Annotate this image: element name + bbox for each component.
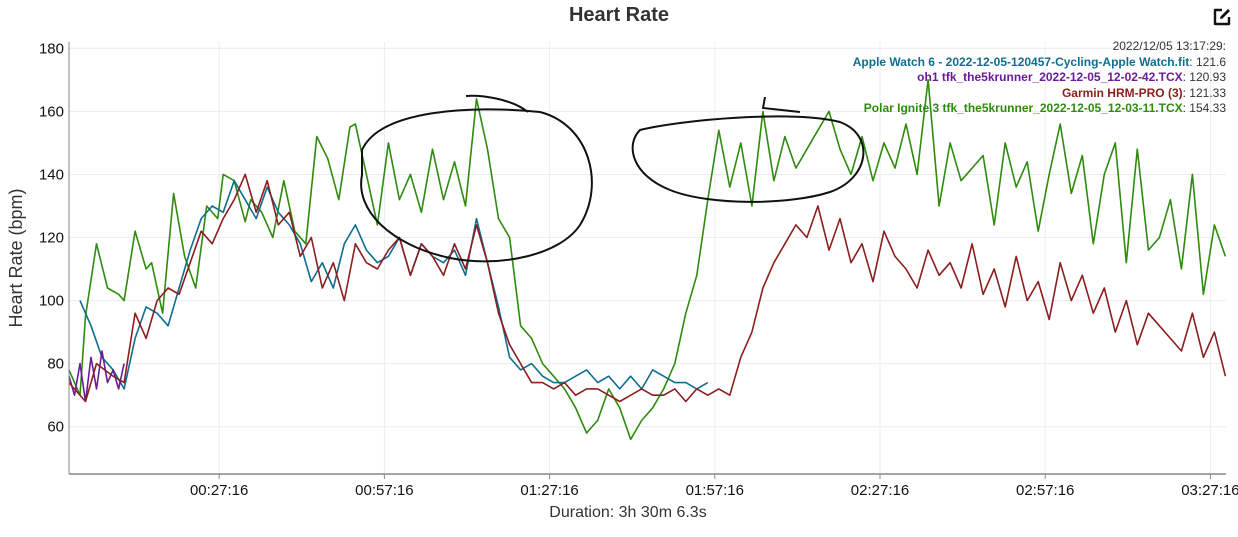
legend-name: Garmin HRM-PRO (3) <box>1061 85 1183 100</box>
hover-legend: 2022/12/05 13:17:29: Apple Watch 6 - 202… <box>853 39 1226 117</box>
axes <box>68 42 1226 475</box>
legend-entry-polar: Polar Ignite 3 tfk_the5krunner_2022-12-0… <box>863 101 1226 115</box>
legend-value: 121.6 <box>1195 54 1226 69</box>
y-tick-labels: 60 80 100 120 140 160 180 <box>39 40 64 435</box>
hand-drawn-annotations <box>360 94 865 263</box>
x-tick-label: 00:57:16 <box>355 482 413 499</box>
x-tick-label: 01:27:16 <box>520 482 578 499</box>
legend-value: 121.33 <box>1189 85 1226 100</box>
y-axis-title: Heart Rate (bpm) <box>6 188 26 327</box>
y-tick-label: 60 <box>47 419 64 436</box>
legend-value: 154.33 <box>1189 101 1226 115</box>
series-line-0 <box>68 79 1227 441</box>
legend-entry-oh1: oh1 tfk_the5krunner_2022-12-05_12-02-42.… <box>917 70 1226 84</box>
grid-lines <box>69 42 1226 479</box>
hand-drawn-circle-left <box>360 94 593 263</box>
legend-name: oh1 tfk_the5krunner_2022-12-05_12-02-42.… <box>917 70 1183 84</box>
y-tick-label: 120 <box>39 230 64 247</box>
legend-name: Apple Watch 6 - 2022-12-05-120457-Cyclin… <box>852 54 1190 69</box>
hand-drawn-circle-right <box>631 96 865 203</box>
x-tick-labels: 00:27:16 00:57:16 01:27:16 01:57:16 02:27:16… <box>190 482 1238 499</box>
series-lines <box>68 79 1227 441</box>
chart-title: Heart Rate <box>568 4 670 26</box>
y-tick-label: 180 <box>39 40 64 57</box>
y-tick-label: 100 <box>39 293 64 310</box>
legend-timestamp: 2022/12/05 13:17:29: <box>1112 39 1226 53</box>
legend-value: 120.93 <box>1189 70 1226 84</box>
legend-name: Polar Ignite 3 tfk_the5krunner_2022-12-0… <box>863 101 1183 115</box>
edit-square-icon <box>1213 8 1231 26</box>
series-line-3 <box>68 173 1227 403</box>
x-tick-label: 03:27:16 <box>1181 482 1238 499</box>
y-tick-label: 140 <box>39 166 64 183</box>
legend-entry-apple-watch: Apple Watch 6 - 2022-12-05-120457-Cyclin… <box>852 54 1226 69</box>
x-axis-title: Duration: 3h 30m 6.3s <box>549 504 706 521</box>
x-tick-label: 01:57:16 <box>686 482 744 499</box>
series-line-1 <box>79 179 709 390</box>
series-line-2 <box>68 350 125 403</box>
edit-chart-button[interactable] <box>1211 6 1233 28</box>
y-tick-label: 160 <box>39 103 64 120</box>
x-tick-label: 02:57:16 <box>1016 482 1074 499</box>
x-tick-label: 00:27:16 <box>190 482 248 499</box>
x-tick-label: 02:27:16 <box>851 482 909 499</box>
legend-entry-garmin: Garmin HRM-PRO (3): 121.33 <box>1061 85 1226 100</box>
y-tick-label: 80 <box>47 356 64 373</box>
